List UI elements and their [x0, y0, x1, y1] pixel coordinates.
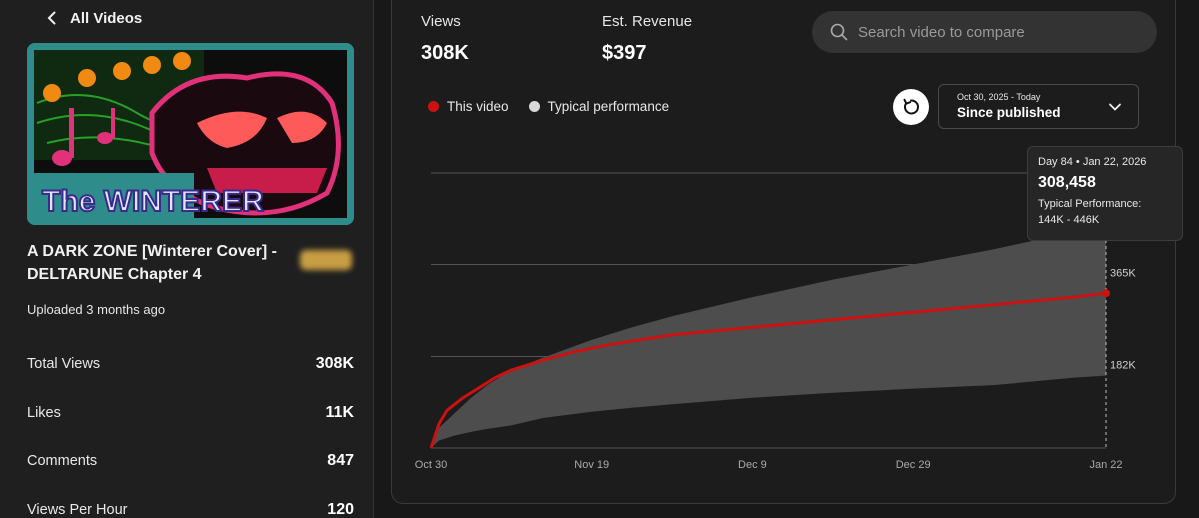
- chevron-down-icon: [1109, 103, 1121, 111]
- chart-tooltip: Day 84 • Jan 22, 2026 308,458 Typical Pe…: [1027, 146, 1183, 241]
- metric-views: Views 308K: [421, 13, 469, 64]
- reset-button[interactable]: [893, 89, 929, 125]
- tooltip-value: 308,458: [1038, 174, 1096, 191]
- chart-legend: This video Typical performance: [428, 99, 669, 114]
- stat-views-per-hour: Views Per Hour 120: [27, 500, 354, 518]
- back-label: All Videos: [70, 9, 143, 27]
- date-range-select[interactable]: Oct 30, 2025 - Today Since published: [938, 84, 1139, 129]
- search-icon: [830, 23, 848, 41]
- video-thumbnail[interactable]: The WINTERER: [27, 43, 354, 225]
- video-sidebar: All Videos: [0, 0, 374, 518]
- legend-this-video[interactable]: This video: [428, 99, 509, 114]
- stat-comments: Comments 847: [27, 452, 354, 470]
- tooltip-typical-range: 144K - 446K: [1038, 214, 1100, 226]
- stats-list: Total Views 308K Likes 11K Comments 847 …: [27, 340, 354, 518]
- reset-icon: [903, 98, 919, 115]
- compare-search[interactable]: [812, 11, 1157, 53]
- search-input[interactable]: [858, 23, 1138, 41]
- date-range-text: Oct 30, 2025 - Today: [957, 92, 1041, 102]
- legend-typical[interactable]: Typical performance: [528, 99, 669, 114]
- video-title[interactable]: A DARK ZONE [Winterer Cover] - DELTARUNE…: [27, 243, 277, 283]
- stat-total-views: Total Views 308K: [27, 355, 354, 373]
- chevron-left-icon: [47, 11, 56, 25]
- metric-revenue: Est. Revenue $397: [602, 13, 693, 64]
- performance-card: [391, 0, 1176, 504]
- stat-likes: Likes 11K: [27, 403, 354, 421]
- date-range-value: Since published: [957, 105, 1061, 120]
- tooltip-date: Day 84 • Jan 22, 2026: [1038, 156, 1147, 168]
- gray-dot-icon: [528, 101, 540, 112]
- thumbnail-art: The WINTERER: [27, 43, 354, 225]
- red-dot-icon: [428, 101, 439, 112]
- blurred-badge: [300, 250, 352, 270]
- tooltip-typical-label: Typical Performance:: [1038, 198, 1142, 210]
- thumbnail-text: The WINTERER: [42, 185, 264, 218]
- upload-date: Uploaded 3 months ago: [27, 302, 166, 317]
- back-to-all-videos[interactable]: All Videos: [44, 6, 142, 30]
